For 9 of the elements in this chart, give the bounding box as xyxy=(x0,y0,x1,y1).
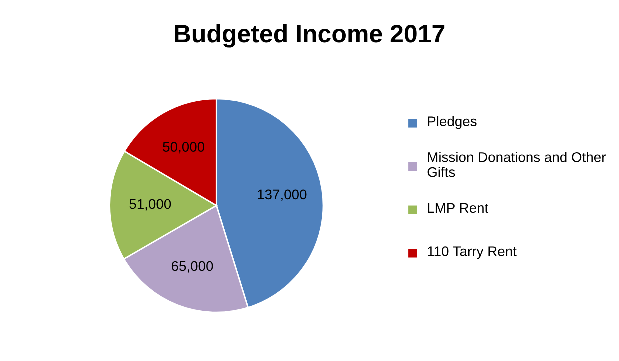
data-label: 137,000 xyxy=(258,190,307,202)
legend-label: Pledges xyxy=(428,116,477,130)
data-label: 51,000 xyxy=(130,199,172,211)
data-label: 50,000 xyxy=(163,142,205,154)
legend-label: 110 Tarry Rent xyxy=(428,246,517,260)
legend-label: Mission Donations and Other Gifts xyxy=(428,152,606,178)
chart-title: Budgeted Income 2017 xyxy=(175,24,445,48)
legend-label: LMP Rent xyxy=(428,203,489,214)
data-label: 65,000 xyxy=(172,261,214,273)
